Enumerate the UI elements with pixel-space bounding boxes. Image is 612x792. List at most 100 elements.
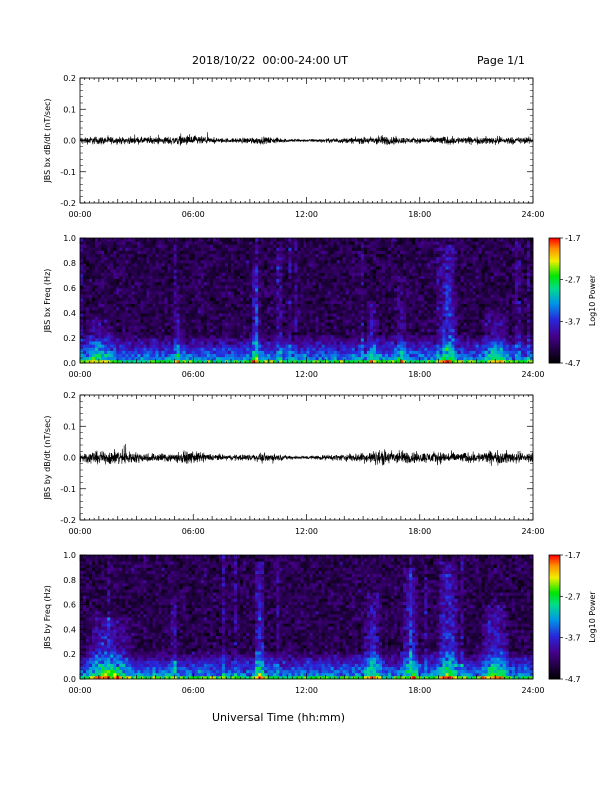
spectrogram-cell: [394, 334, 398, 339]
spectrogram-cell: [294, 356, 298, 361]
spectrogram-cell: [264, 341, 268, 345]
spectrogram-cell: [227, 325, 232, 330]
spectrogram-cell: [252, 266, 256, 270]
spectrogram-cell: [122, 353, 126, 358]
spectrogram-cell: [155, 291, 159, 295]
spectrogram-cell: [140, 334, 144, 339]
spectrogram-cell: [294, 294, 298, 298]
spectrogram-cell: [303, 259, 307, 264]
spectrogram-cell: [92, 322, 96, 326]
spectrogram-cell: [149, 281, 153, 286]
spectrogram-cell: [318, 288, 322, 292]
spectrogram-cell: [357, 359, 362, 364]
spectrogram-cell: [101, 291, 105, 295]
spectrogram-cell: [176, 338, 181, 342]
spectrogram-cell: [234, 309, 238, 314]
spectrogram-cell: [357, 328, 362, 333]
spectrogram-cell: [264, 278, 268, 283]
spectrogram-cell: [110, 250, 114, 255]
spectrogram-cell: [182, 288, 187, 292]
spectrogram-cell: [336, 256, 341, 261]
spectrogram-cell: [252, 259, 256, 264]
spectrogram-cell: [282, 303, 286, 308]
spectrogram-cell: [152, 303, 156, 308]
spectrogram-cell: [155, 272, 159, 276]
spectrogram-cell: [194, 244, 199, 248]
spectrogram-cell: [237, 331, 241, 336]
spectrogram-cell: [173, 319, 178, 323]
spectrogram-cell: [122, 250, 126, 255]
spectrogram-cell: [433, 291, 437, 295]
spectrogram-cell: [433, 328, 437, 333]
spectrogram-cell: [297, 322, 301, 326]
spectrogram-cell: [415, 322, 419, 326]
spectrogram-cell: [249, 272, 253, 276]
spectrogram-cell: [194, 291, 199, 295]
spectrogram-cell: [339, 300, 344, 305]
spectrogram-cell: [270, 291, 274, 295]
spectrogram-cell: [176, 341, 181, 345]
spectrogram-cell: [176, 275, 181, 280]
spectrogram-cell: [375, 347, 380, 351]
spectrogram-cell: [360, 350, 365, 355]
spectrogram-cell: [164, 306, 168, 311]
spectrogram-cell: [291, 350, 295, 355]
spectrogram-cell: [330, 322, 335, 326]
spectrogram-cell: [378, 322, 383, 326]
spectrogram-cell: [294, 309, 298, 314]
spectrogram-cell: [300, 291, 304, 295]
spectrogram-cell: [116, 306, 120, 311]
spectrogram-cell: [86, 350, 90, 355]
spectrogram-cell: [92, 313, 96, 317]
spectrogram-cell: [170, 331, 175, 336]
spectrogram-cell: [224, 300, 229, 305]
spectrogram-cell: [146, 328, 150, 333]
spectrogram-cell: [306, 309, 310, 314]
spectrogram-cell: [128, 244, 132, 248]
spectrogram-cell: [336, 278, 341, 283]
spectrogram-cell: [279, 319, 283, 323]
spectrogram-cell: [161, 347, 165, 351]
spectrogram-cell: [237, 250, 241, 255]
spectrogram-cell: [140, 281, 144, 286]
spectrogram-cell: [372, 269, 377, 273]
spectrogram-cell: [215, 244, 220, 248]
spectrogram-cell: [391, 256, 395, 261]
spectrogram-cell: [258, 291, 262, 295]
spectrogram-cell: [312, 284, 316, 289]
spectrogram-cell: [285, 247, 289, 251]
spectrogram-cell: [155, 344, 159, 348]
spectrogram-cell: [212, 303, 217, 308]
spectrogram-cell: [406, 344, 410, 348]
spectrogram-cell: [421, 325, 425, 330]
spectrogram-cell: [342, 319, 347, 323]
spectrogram-cell: [279, 266, 283, 270]
spectrogram-cell: [206, 356, 211, 361]
spectrogram-cell: [412, 322, 416, 326]
spectrogram-cell: [327, 259, 332, 264]
spectrogram-cell: [110, 353, 114, 358]
spectrogram-cell: [315, 278, 319, 283]
spectrogram-cell: [397, 313, 401, 317]
spectrogram-cell: [309, 250, 313, 255]
spectrogram-cell: [116, 341, 120, 345]
spectrogram-cell: [218, 263, 223, 267]
spectrogram-cell: [339, 278, 344, 283]
spectrogram-cell: [203, 316, 208, 320]
spectrogram-cell: [385, 313, 389, 317]
spectrogram-cell: [294, 253, 298, 258]
spectrogram-cell: [385, 244, 389, 248]
spectrogram-cell: [243, 284, 247, 289]
spectrogram-cell: [291, 247, 295, 251]
spectrogram-cell: [221, 356, 226, 361]
spectrogram-cell: [155, 322, 159, 326]
spectrogram-cell: [360, 347, 365, 351]
spectrogram-cell: [98, 300, 102, 305]
spectrogram-cell: [282, 256, 286, 261]
spectrogram-cell: [224, 247, 229, 251]
spectrogram-cell: [104, 247, 108, 251]
spectrogram-cell: [252, 338, 256, 342]
spectrogram-cell: [279, 238, 283, 242]
spectrogram-cell: [391, 247, 395, 251]
spectrogram-cell: [83, 247, 87, 251]
